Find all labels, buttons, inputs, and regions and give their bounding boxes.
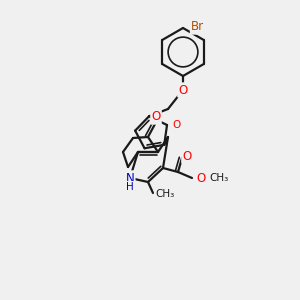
Text: O: O xyxy=(172,120,180,130)
Text: O: O xyxy=(152,110,160,124)
Text: O: O xyxy=(178,83,188,97)
Text: O: O xyxy=(182,149,192,163)
Text: N: N xyxy=(126,172,134,184)
Text: CH₃: CH₃ xyxy=(155,189,174,199)
Text: CH₃: CH₃ xyxy=(209,173,228,183)
Text: H: H xyxy=(126,182,134,192)
Text: Br: Br xyxy=(191,20,204,34)
Text: O: O xyxy=(196,172,205,184)
